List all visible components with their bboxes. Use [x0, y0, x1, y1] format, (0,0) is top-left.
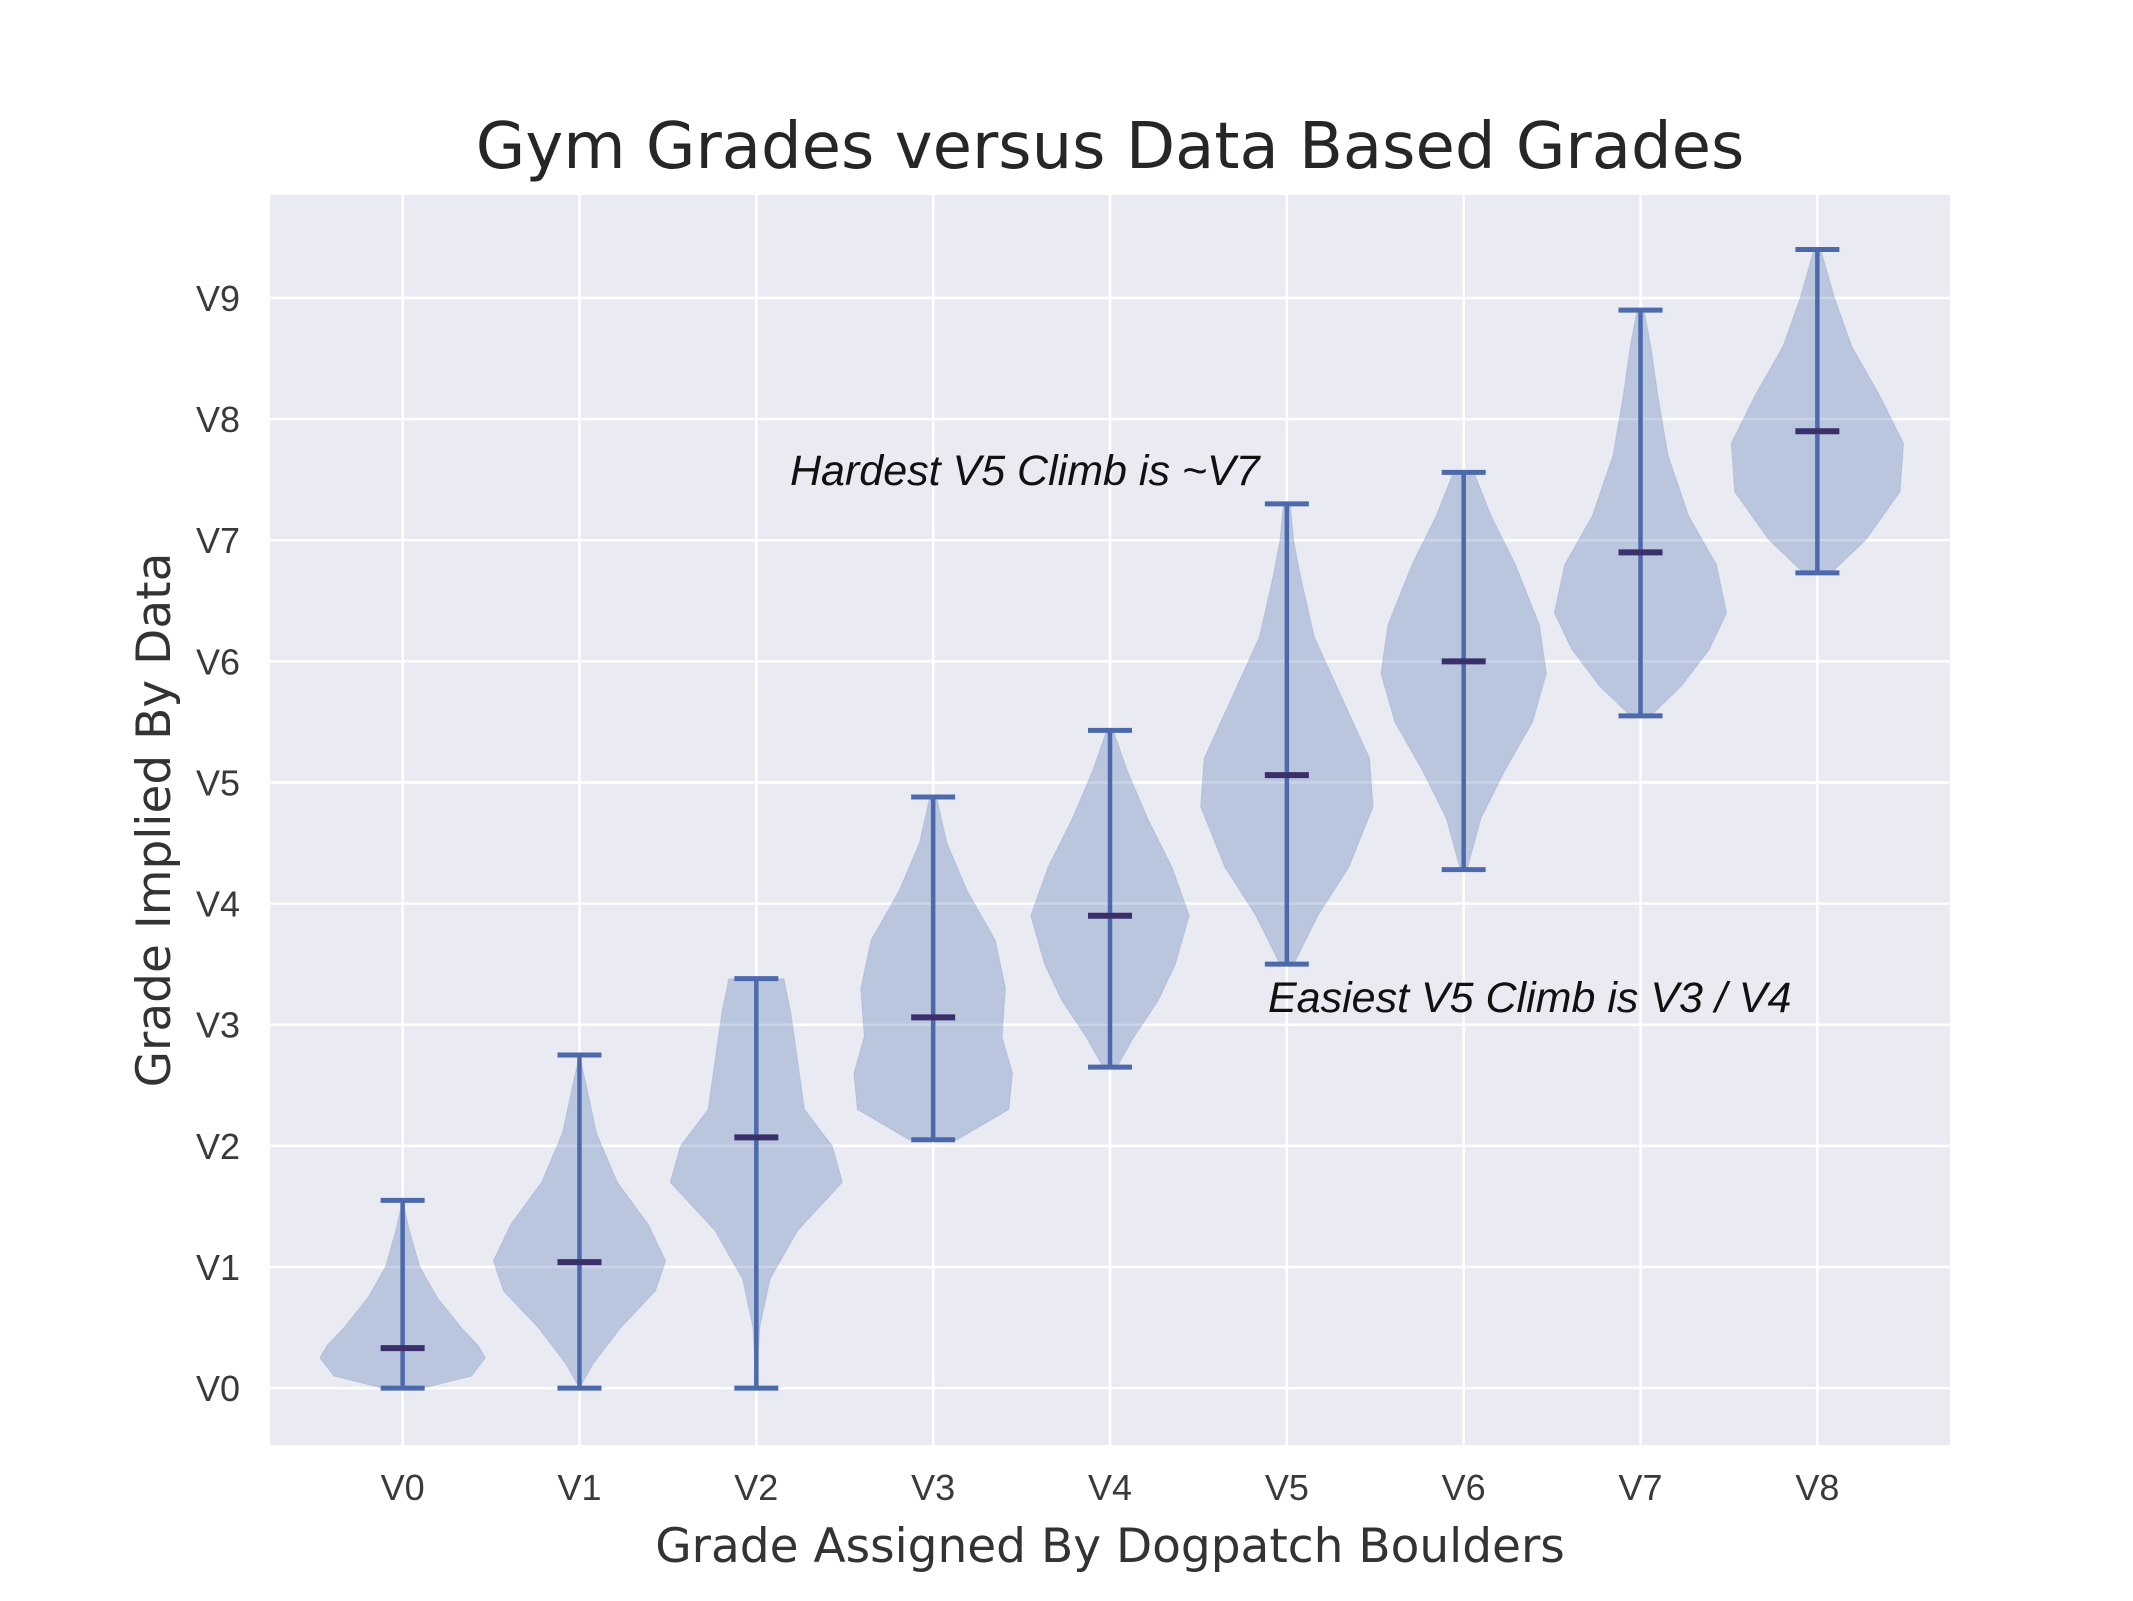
y-tick-label-V8: V8 — [196, 399, 240, 440]
grid-lines — [270, 195, 1950, 1445]
x-tick-label-V2: V2 — [734, 1467, 778, 1508]
y-tick-label-V1: V1 — [196, 1247, 240, 1288]
y-tick-label-V5: V5 — [196, 762, 240, 803]
x-tick-label-V3: V3 — [911, 1467, 955, 1508]
y-tick-label-V0: V0 — [196, 1368, 240, 1409]
y-tick-label-V4: V4 — [196, 884, 240, 925]
x-tick-label-V4: V4 — [1088, 1467, 1132, 1508]
x-tick-label-V8: V8 — [1795, 1467, 1839, 1508]
x-tick-label-V7: V7 — [1619, 1467, 1663, 1508]
x-tick-label-V6: V6 — [1442, 1467, 1486, 1508]
y-tick-label-V3: V3 — [196, 1005, 240, 1046]
x-tick-labels: V0 V1 V2 V3 V4 V5 V6 V7 V8 — [381, 1467, 1840, 1508]
y-tick-label-V7: V7 — [196, 520, 240, 561]
annotation-easiest: Easiest V5 Climb is V3 / V4 — [1268, 974, 1791, 1022]
x-tick-label-V5: V5 — [1265, 1467, 1309, 1508]
x-tick-label-V0: V0 — [381, 1467, 425, 1508]
x-axis-label: Grade Assigned By Dogpatch Boulders — [655, 1519, 1565, 1574]
y-tick-label-V2: V2 — [196, 1126, 240, 1167]
y-tick-label-V6: V6 — [196, 641, 240, 682]
annotation-hardest: Hardest V5 Climb is ~V7 — [790, 447, 1262, 495]
chart-title: Gym Grades versus Data Based Grades — [476, 110, 1745, 184]
y-tick-labels: V0 V1 V2 V3 V4 V5 V6 V7 V8 V9 — [196, 278, 240, 1409]
x-tick-label-V1: V1 — [557, 1467, 601, 1508]
y-axis-label: Grade Implied By Data — [127, 553, 182, 1088]
y-tick-label-V9: V9 — [196, 278, 240, 319]
violins — [319, 247, 1905, 1391]
